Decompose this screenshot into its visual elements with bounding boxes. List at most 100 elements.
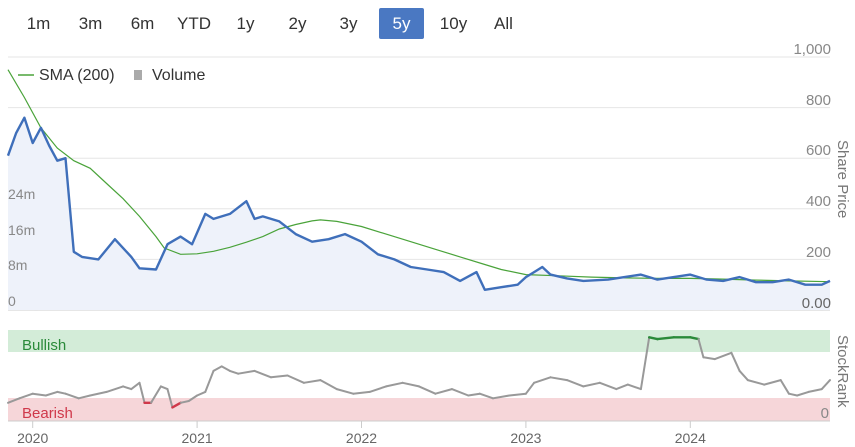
range-button-2y[interactable]: 2y [288, 14, 307, 33]
range-button-3m[interactable]: 3m [78, 14, 103, 33]
stockrank-segment [524, 381, 536, 395]
stockrank-segment [582, 381, 601, 388]
stockrank-segment [212, 365, 223, 372]
stockrank-segment [159, 385, 169, 391]
volume-legend-swatch [134, 70, 142, 80]
volume-tick: 8m [8, 257, 27, 273]
stockrank-segment [787, 392, 799, 397]
x-tick-label: 2024 [675, 430, 706, 446]
price-tick: 200 [806, 244, 831, 261]
price-area [8, 117, 830, 310]
stockrank-segment [204, 369, 215, 393]
x-tick-label: 2021 [182, 430, 213, 446]
x-tick-label: 2022 [346, 430, 377, 446]
bullish-band [8, 330, 830, 352]
bullish-label: Bullish [22, 337, 66, 354]
range-button-1y[interactable]: 1y [236, 14, 255, 33]
stockrank-segment [220, 365, 231, 372]
stockrank-segment [418, 385, 437, 395]
stockrank-segment [270, 374, 289, 379]
stockrank-segment [713, 351, 733, 361]
stockrank-segment [626, 383, 642, 391]
stockrank-segment [478, 392, 494, 400]
stockrank-segment [549, 376, 568, 382]
price-axis: 1,000 800 600 400 200 0.00 [793, 41, 831, 312]
stockrank-segment [302, 379, 322, 384]
stockrank-segment [508, 392, 527, 397]
stockrank-segment [179, 400, 190, 404]
stockrank-segment [7, 397, 21, 404]
stockrank-segment [319, 379, 338, 391]
price-tick: 400 [806, 193, 831, 210]
volume-tick: 16m [8, 222, 35, 238]
x-tick-label: 2023 [510, 430, 541, 446]
range-button-10y[interactable]: 10y [439, 14, 468, 33]
stockrank-segment [187, 394, 199, 402]
stockrank-segment [31, 392, 47, 397]
stockrank-segment [820, 379, 831, 391]
stockrank-segment [450, 388, 470, 397]
stockrank-segment [807, 388, 823, 393]
stockrank-segment [467, 392, 481, 397]
range-button-6m[interactable]: 6m [130, 14, 155, 33]
stockrank-segment [368, 385, 388, 393]
bearish-label: Bearish [22, 405, 73, 422]
x-tick-label: 2020 [17, 430, 48, 446]
stockrank-segment [385, 381, 404, 388]
stockrank-axis-title: StockRank [834, 335, 851, 408]
stockrank-segment [533, 376, 552, 384]
volume-axis: 24m 16m 8m 0 [8, 186, 35, 309]
price-tick: 1,000 [793, 41, 831, 58]
sma-legend-label[interactable]: SMA (200) [39, 67, 115, 84]
range-button-ytd[interactable]: YTD [177, 14, 211, 33]
stockrank-segment [335, 388, 355, 395]
stockrank-segment [44, 390, 59, 397]
stockrank-segment [89, 390, 108, 397]
bearish-band [8, 398, 830, 421]
stockrank-line [7, 336, 831, 409]
legend: SMA (200) Volume [18, 67, 205, 84]
range-button-1m[interactable]: 1m [26, 14, 51, 33]
stockrank-segment [166, 388, 174, 409]
stockrank-segment [171, 401, 182, 409]
stockrank-segment [253, 369, 272, 379]
stockrank-segment [18, 392, 34, 400]
stockrank-segment [105, 385, 125, 393]
stockrank-segment [77, 394, 92, 400]
stockrank-segment [130, 381, 141, 391]
stockrank-segment [730, 351, 741, 372]
stockrank-segment [492, 394, 511, 400]
stockrank-segment [434, 388, 453, 395]
price-tick: 0.00 [802, 295, 831, 312]
stockrank-segment [352, 390, 371, 395]
volume-tick: 24m [8, 186, 35, 202]
stockrank-segment [286, 374, 305, 384]
stockrank-segment [763, 379, 782, 386]
range-button-3y[interactable]: 3y [339, 14, 358, 33]
stockrank-segment [702, 356, 716, 361]
stockrank-segment [566, 379, 585, 388]
stockrank-segment [615, 383, 629, 391]
stockrank-segment [656, 336, 675, 341]
range-button-all[interactable]: All [494, 14, 513, 33]
stockrank-segment [689, 336, 700, 341]
stockrank-segment [138, 381, 146, 404]
range-button-5y[interactable]: 5y [379, 8, 424, 39]
stockrank-segment [796, 390, 810, 397]
stockrank-segment [697, 338, 705, 359]
stockrank-segment [228, 369, 240, 375]
stockrank-segment [746, 379, 766, 386]
sma-line [7, 69, 831, 283]
stockrank-segment [779, 379, 790, 395]
stockrank-segment [598, 381, 618, 391]
price-axis-title: Share Price [834, 140, 851, 218]
price-tick: 600 [806, 142, 831, 159]
volume-tick: 0 [8, 293, 16, 309]
volume-legend-label[interactable]: Volume [152, 67, 205, 84]
stockrank-tick: 0 [821, 405, 829, 422]
stockrank-segment [64, 392, 80, 400]
stockrank-segment [196, 390, 207, 397]
x-axis: 2020 2021 2022 2023 2024 [17, 421, 706, 446]
stockrank-segment [648, 336, 659, 341]
